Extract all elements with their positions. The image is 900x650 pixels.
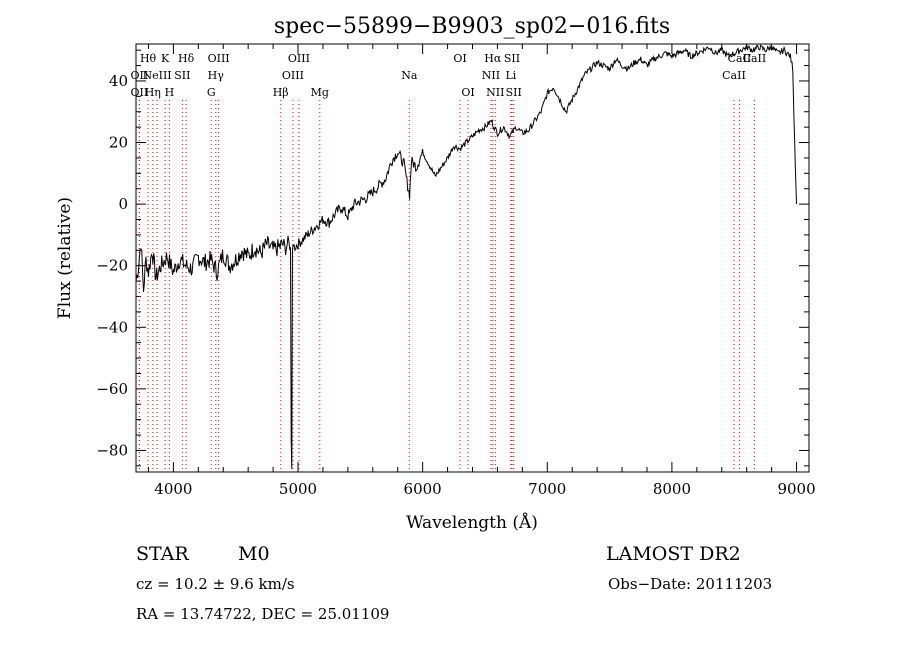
x-tick-label: 5000 [279, 480, 317, 498]
redshift-velocity: cz = 10.2 ± 9.6 km/s [136, 575, 295, 593]
line-marker-label: OIII [208, 52, 230, 65]
line-marker-label: NeIII [142, 69, 171, 82]
line-marker-label: NII [486, 86, 504, 99]
chart-title: spec−55899−B9903_sp02−016.fits [274, 14, 670, 39]
line-marker-label: OI [453, 52, 466, 65]
y-tick-label: 20 [109, 134, 128, 152]
spectrum-series [135, 44, 797, 469]
line-marker-label: CaII [743, 52, 767, 65]
line-marker-label: Hη [145, 86, 161, 99]
x-tick-label: 8000 [653, 480, 691, 498]
line-marker-label: OIII [282, 69, 304, 82]
x-tick-label: 6000 [404, 480, 442, 498]
line-marker-label: K [161, 52, 170, 65]
line-marker-label: OII [131, 69, 149, 82]
y-tick-label: −80 [96, 441, 128, 459]
line-marker-label: Hα [484, 52, 502, 65]
x-axis-title: Wavelength (Å) [406, 512, 538, 533]
line-marker-label: SII [174, 69, 190, 82]
line-marker-label: Hθ [140, 52, 157, 65]
line-marker-label: Hγ [208, 69, 225, 82]
line-marker-label: Li [505, 69, 516, 82]
y-axis-title: Flux (relative) [55, 197, 75, 319]
survey-name: LAMOST DR2 [606, 543, 741, 565]
y-tick-label: −40 [96, 318, 128, 336]
line-marker-label: OIII [288, 52, 310, 65]
x-tick-label: 7000 [528, 480, 566, 498]
line-marker-label: CaII [722, 69, 746, 82]
object-class: STAR [136, 543, 189, 565]
x-tick-label: 9000 [777, 480, 815, 498]
line-marker-label: H [165, 86, 175, 99]
line-marker-label: SII [506, 86, 522, 99]
axis-ticks: 4000 5000 6000 7000 8000 9000 −80 −60 −40 −20 0 20 4… [96, 44, 816, 498]
observation-date: Obs−Date: 20111203 [608, 575, 772, 593]
x-tick-label: 4000 [154, 480, 192, 498]
line-marker-label: OII [131, 86, 149, 99]
sky-coordinates: RA = 13.74722, DEC = 25.01109 [136, 605, 389, 623]
y-tick-label: 40 [109, 72, 128, 90]
y-tick-label: −20 [96, 257, 128, 275]
line-marker-label: Hδ [178, 52, 195, 65]
line-marker-label: Mg [311, 86, 329, 99]
y-tick-label: 0 [118, 195, 128, 213]
line-marker-label: OI [461, 86, 474, 99]
spectrum-line [135, 44, 797, 469]
object-subclass: M0 [238, 543, 270, 565]
y-tick-label: −60 [96, 380, 128, 398]
line-marker-label: NII [482, 69, 500, 82]
line-marker-label: Na [401, 69, 418, 82]
line-marker-label: G [207, 86, 216, 99]
line-marker-label: SII [504, 52, 520, 65]
plot-frame [135, 43, 810, 473]
line-marker-label: Hβ [273, 86, 289, 99]
